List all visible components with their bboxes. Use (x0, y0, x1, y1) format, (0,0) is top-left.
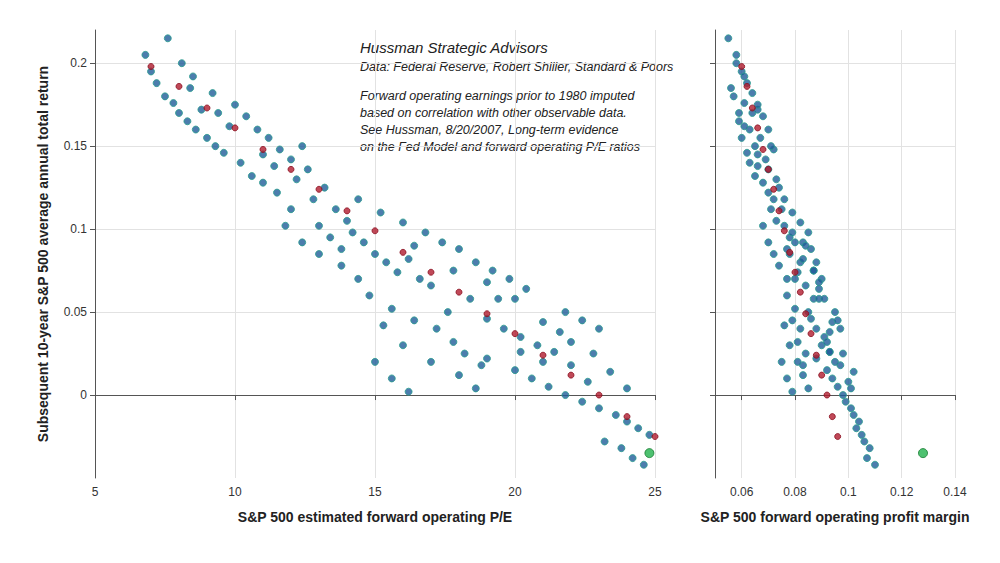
svg-text:25: 25 (648, 485, 662, 499)
svg-text:Data: Federal Reserve, Robert: Data: Federal Reserve, Robert Shiller, S… (360, 60, 673, 74)
svg-text:0.15: 0.15 (64, 139, 88, 153)
svg-text:0.2: 0.2 (70, 56, 87, 70)
svg-text:Forward operating earnings pri: Forward operating earnings prior to 1980… (360, 89, 636, 103)
svg-text:0.08: 0.08 (783, 485, 807, 499)
svg-text:Subsequent 10-year S&P 500 ave: Subsequent 10-year S&P 500 average annua… (35, 66, 51, 442)
svg-text:0.1: 0.1 (840, 485, 857, 499)
svg-text:S&P 500 estimated forward oper: S&P 500 estimated forward operating P/E (238, 509, 512, 525)
svg-text:0.05: 0.05 (64, 305, 88, 319)
svg-text:Hussman Strategic Advisors: Hussman Strategic Advisors (360, 39, 548, 56)
svg-text:10: 10 (228, 485, 242, 499)
svg-text:on the Fed Model and forward o: on the Fed Model and forward operating P… (360, 139, 640, 154)
svg-text:See Hussman, 8/20/2007, Long-t: See Hussman, 8/20/2007, Long-term eviden… (360, 123, 619, 137)
svg-text:0.06: 0.06 (730, 485, 754, 499)
svg-text:0.12: 0.12 (890, 485, 914, 499)
svg-text:0.14: 0.14 (943, 485, 967, 499)
svg-text:20: 20 (508, 485, 522, 499)
svg-text:15: 15 (368, 485, 382, 499)
svg-text:5: 5 (92, 485, 99, 499)
svg-text:S&P 500 forward operating prof: S&P 500 forward operating profit margin (701, 509, 970, 525)
svg-text:0: 0 (80, 388, 87, 402)
svg-text:0.1: 0.1 (70, 222, 87, 236)
svg-text:based on correlation with othe: based on correlation with other observab… (360, 106, 627, 120)
